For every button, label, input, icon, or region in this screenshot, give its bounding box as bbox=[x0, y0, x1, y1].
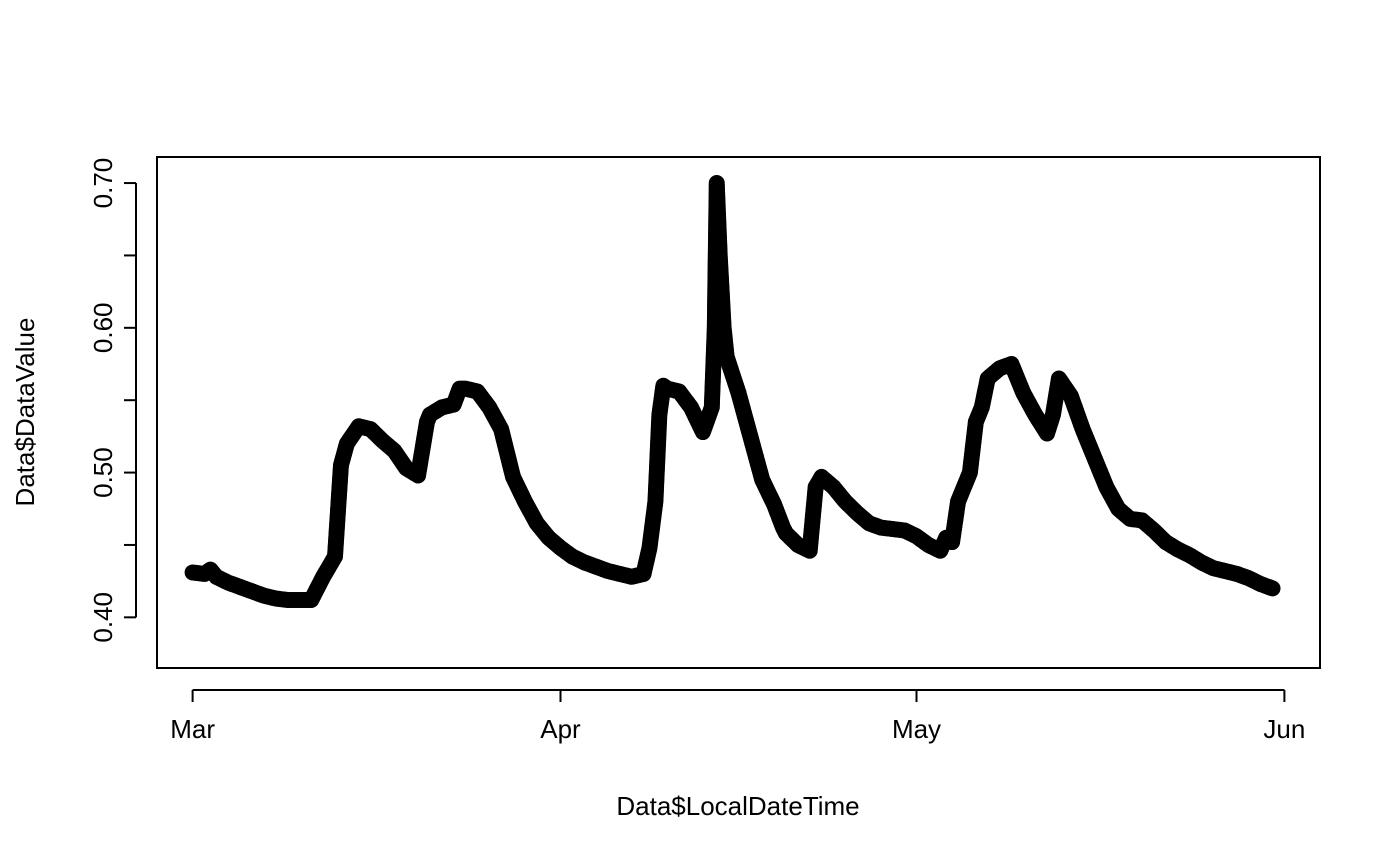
y-axis: 0.40 0.50 0.60 0.70 bbox=[88, 158, 137, 643]
y-tick-label: 0.60 bbox=[88, 303, 118, 354]
x-tick-label: May bbox=[892, 714, 941, 744]
y-axis-title: Data$DataValue bbox=[10, 318, 40, 507]
plot-area-border bbox=[156, 156, 1321, 669]
x-tick-label: Mar bbox=[170, 714, 215, 744]
data-points-group bbox=[184, 175, 1281, 608]
x-axis-title: Data$LocalDateTime bbox=[616, 791, 859, 821]
y-tick-label: 0.50 bbox=[88, 447, 118, 498]
y-tick-label: 0.40 bbox=[88, 592, 118, 643]
x-tick-label: Apr bbox=[540, 714, 581, 744]
data-point bbox=[1264, 580, 1281, 597]
y-tick-label: 0.70 bbox=[88, 158, 118, 209]
x-axis: Mar Apr May Jun bbox=[170, 689, 1305, 744]
x-tick-label: Jun bbox=[1263, 714, 1305, 744]
